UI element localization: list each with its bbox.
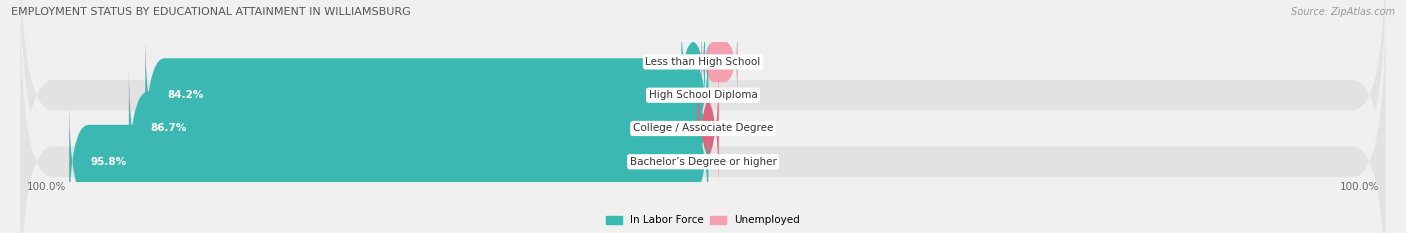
FancyBboxPatch shape <box>69 99 709 225</box>
Text: 100.0%: 100.0% <box>27 182 66 192</box>
FancyBboxPatch shape <box>21 0 1385 213</box>
Text: Less than High School: Less than High School <box>645 57 761 67</box>
Text: 0.0%: 0.0% <box>713 57 740 67</box>
FancyBboxPatch shape <box>702 16 738 108</box>
Text: 100.0%: 100.0% <box>1340 182 1379 192</box>
Legend: In Labor Force, Unemployed: In Labor Force, Unemployed <box>602 211 804 230</box>
Text: 84.2%: 84.2% <box>167 90 204 100</box>
Text: 95.8%: 95.8% <box>91 157 127 167</box>
Text: Bachelor’s Degree or higher: Bachelor’s Degree or higher <box>630 157 776 167</box>
Text: Source: ZipAtlas.com: Source: ZipAtlas.com <box>1291 7 1395 17</box>
Text: 0.0%: 0.0% <box>713 157 740 167</box>
Text: EMPLOYMENT STATUS BY EDUCATIONAL ATTAINMENT IN WILLIAMSBURG: EMPLOYMENT STATUS BY EDUCATIONAL ATTAINM… <box>11 7 411 17</box>
Text: 1.6%: 1.6% <box>723 123 749 134</box>
Text: 86.7%: 86.7% <box>150 123 187 134</box>
Text: 0.0%: 0.0% <box>713 90 740 100</box>
FancyBboxPatch shape <box>21 0 1385 233</box>
FancyBboxPatch shape <box>682 16 704 108</box>
FancyBboxPatch shape <box>21 11 1385 233</box>
Text: College / Associate Degree: College / Associate Degree <box>633 123 773 134</box>
Text: 0.0%: 0.0% <box>664 57 690 67</box>
Text: High School Diploma: High School Diploma <box>648 90 758 100</box>
FancyBboxPatch shape <box>21 0 1385 233</box>
FancyBboxPatch shape <box>129 65 709 191</box>
FancyBboxPatch shape <box>697 65 718 191</box>
FancyBboxPatch shape <box>145 32 709 158</box>
